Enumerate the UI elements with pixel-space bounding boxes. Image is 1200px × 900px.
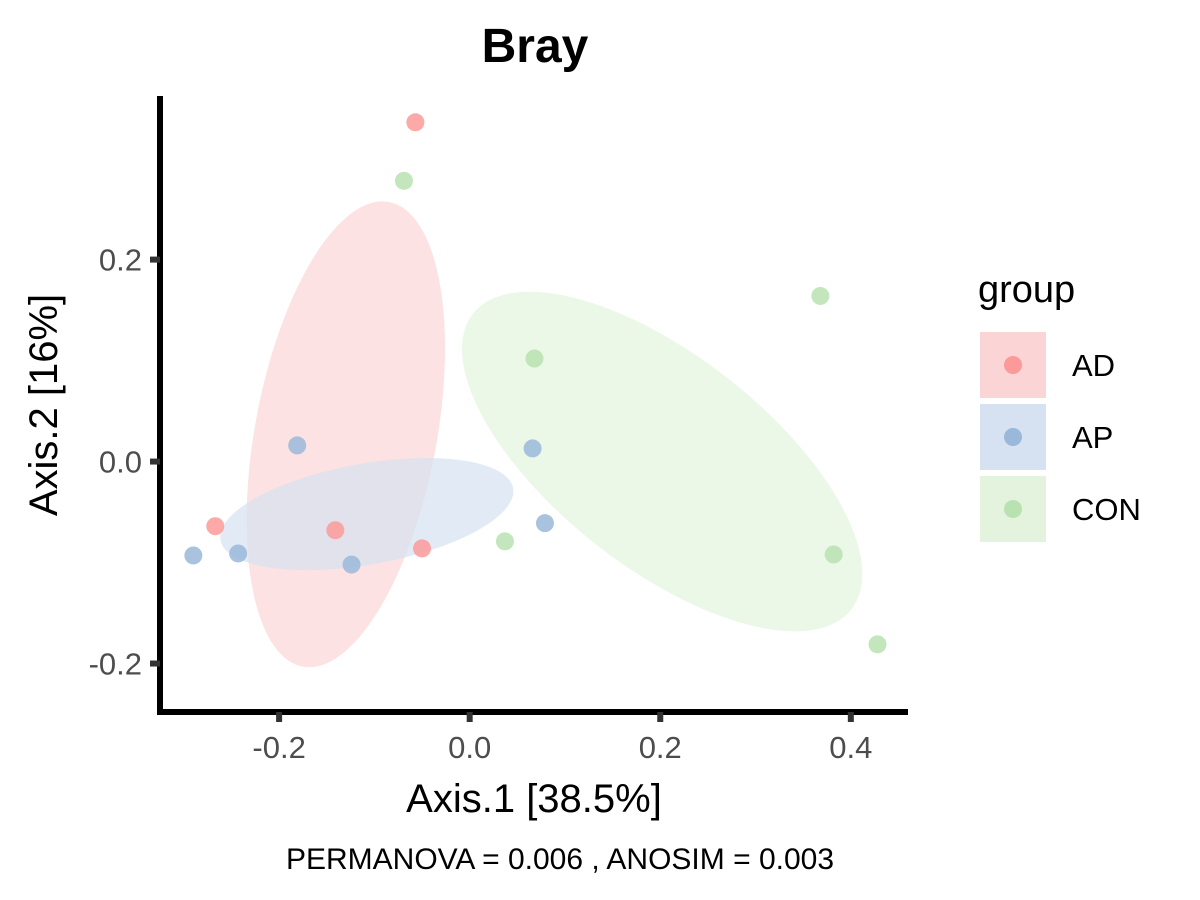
x-tick-label: 0.4	[829, 730, 872, 765]
x-axis-title: Axis.1 [38.5%]	[406, 777, 662, 821]
y-axis-title: Axis.2 [16%]	[22, 294, 66, 516]
point-ap-1	[229, 544, 248, 563]
point-ad-2	[326, 521, 345, 540]
point-ap-0	[184, 546, 203, 565]
ellipse-ap	[220, 458, 514, 571]
x-tick-label: 0.2	[639, 730, 682, 765]
point-con-5	[868, 635, 887, 654]
y-tick-label: -0.2	[89, 647, 142, 682]
point-ap-5	[535, 514, 554, 533]
point-con-4	[824, 545, 843, 564]
legend-label-ad: AD	[1072, 348, 1115, 383]
legend-marker-con	[1004, 500, 1022, 518]
point-ap-3	[342, 555, 361, 574]
legend: group AD AP CON	[978, 269, 1141, 542]
y-tick-label: 0.2	[99, 243, 142, 278]
point-ap-4	[523, 439, 542, 458]
legend-label-ap: AP	[1072, 420, 1113, 455]
legend-title: group	[978, 269, 1075, 311]
point-con-3	[811, 286, 830, 305]
legend-marker-ap	[1004, 428, 1022, 446]
legend-label-con: CON	[1072, 492, 1141, 527]
x-tick-label: 0.0	[448, 730, 491, 765]
point-con-1	[525, 349, 544, 368]
x-tick-label: -0.2	[252, 730, 305, 765]
axes: -0.2 0.0 0.2 0.4 -0.2 0.0 0.2	[89, 96, 908, 765]
stats-caption: PERMANOVA = 0.006 , ANOSIM = 0.003	[286, 843, 834, 876]
y-tick-label: 0.0	[99, 445, 142, 480]
ellipse-ad	[246, 201, 446, 668]
point-con-2	[495, 532, 514, 551]
point-ap-2	[288, 436, 307, 455]
point-ad-1	[206, 517, 225, 536]
chart-title: Bray	[482, 20, 589, 73]
plot-area	[184, 113, 887, 668]
point-ad-3	[413, 539, 432, 558]
ellipse-con	[461, 291, 863, 632]
legend-marker-ad	[1004, 356, 1022, 374]
point-con-0	[394, 171, 413, 190]
point-ad-0	[406, 113, 425, 132]
